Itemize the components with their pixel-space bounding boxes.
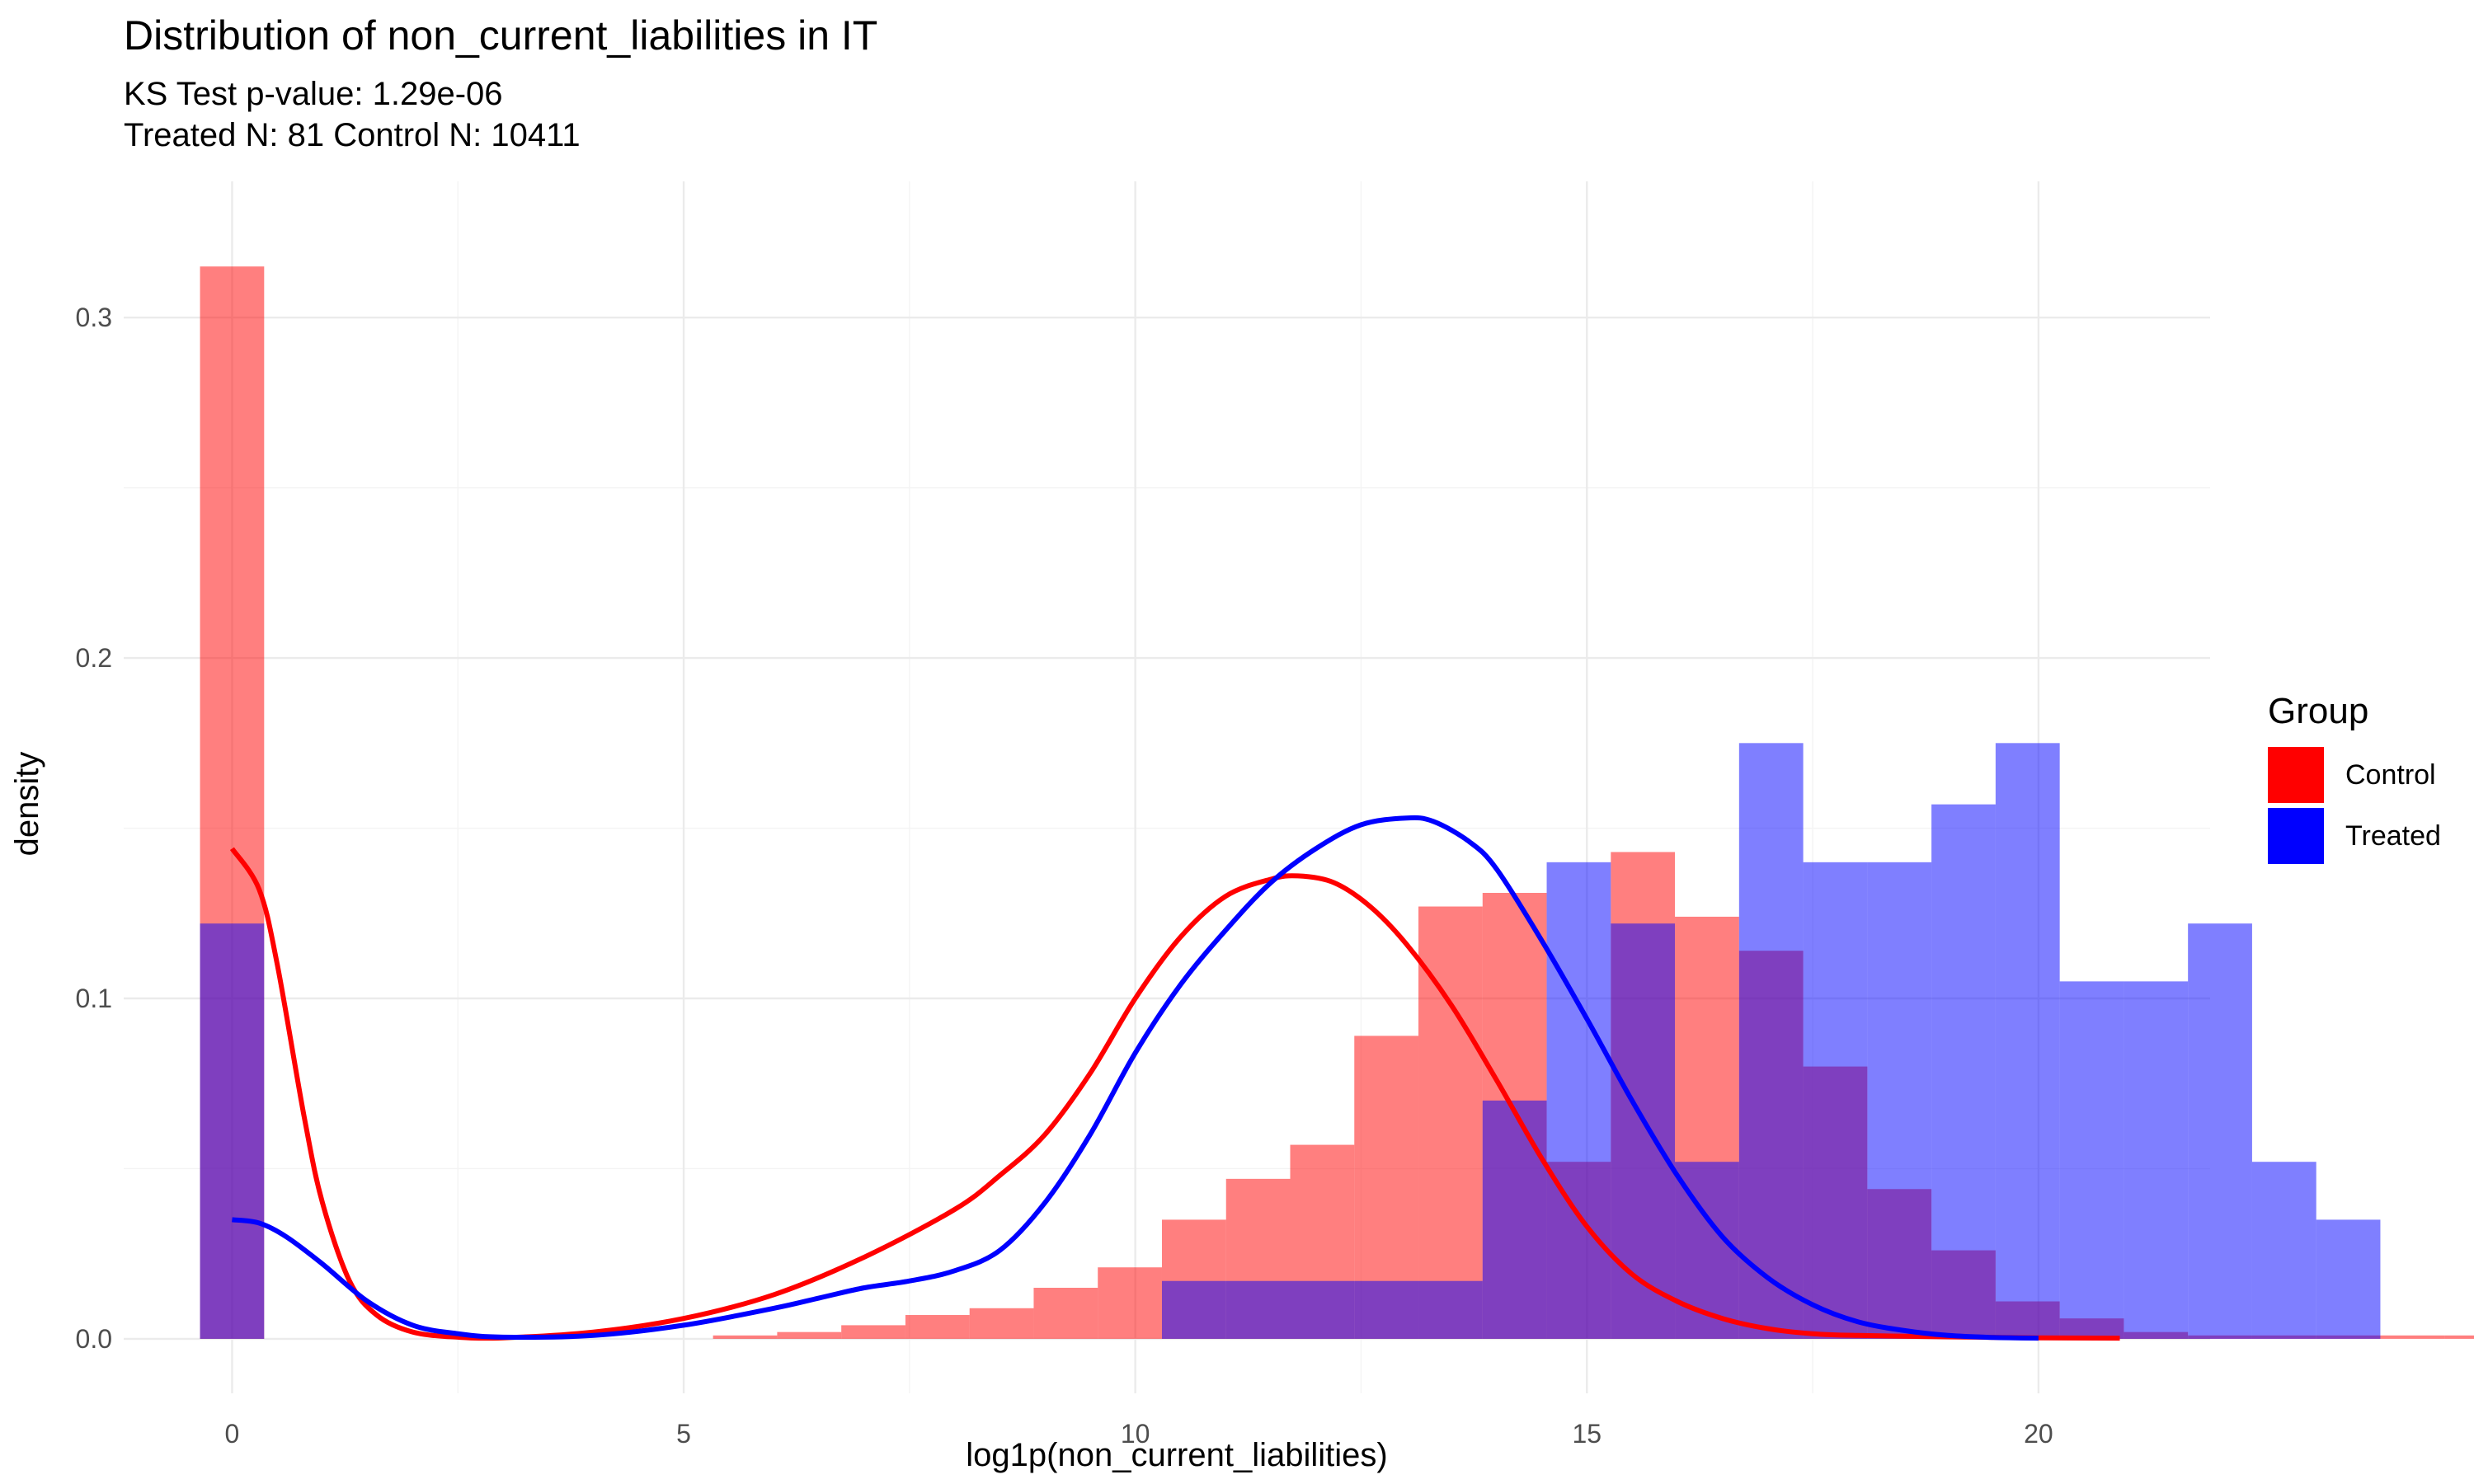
treated-bar-28 [1995, 743, 2060, 1339]
control-bar-34 [2380, 1335, 2445, 1339]
control-bar-8 [713, 1335, 778, 1339]
control-density-line [229, 847, 2120, 1341]
treated-bar-31 [2188, 923, 2252, 1339]
legend-item-control: Control [2268, 747, 2436, 803]
control-bar-35 [2444, 1335, 2474, 1339]
y-tick-label-0: 0.0 [76, 1324, 112, 1354]
treated-bar-24 [1738, 743, 1804, 1339]
legend-key-control [2268, 747, 2324, 803]
x-tick-label-0: 0 [225, 1419, 240, 1449]
y-tick-label-2: 0.2 [76, 643, 112, 673]
y-axis-title: density [9, 752, 45, 857]
treated-bar-0 [200, 923, 265, 1339]
legend-key-treated [2268, 808, 2324, 864]
x-tick-label-4: 20 [2024, 1419, 2053, 1449]
treated-bar-16 [1225, 1280, 1291, 1339]
treated-bar-27 [1931, 804, 1996, 1339]
treated-bar-21 [1546, 862, 1611, 1339]
treated-bar-18 [1354, 1280, 1419, 1339]
treated-bar-22 [1611, 923, 1676, 1339]
x-tick-label-3: 15 [1572, 1419, 1602, 1449]
density-curves [229, 815, 2120, 1341]
x-tick-label-1: 5 [676, 1419, 691, 1449]
legend-item-treated: Treated [2268, 808, 2441, 864]
y-tick-label-1: 0.1 [76, 984, 112, 1013]
x-axis-title: log1p(non_current_liabilities) [966, 1437, 1387, 1473]
chart-subtitle-sample-sizes: Treated N: 81 Control N: 10411 [124, 117, 581, 153]
control-bar-11 [905, 1315, 970, 1339]
legend-label-treated: Treated [2345, 819, 2441, 852]
treated-bar-26 [1867, 862, 1932, 1339]
x-tick-label-2: 10 [1121, 1419, 1150, 1449]
y-tick-label-3: 0.3 [76, 303, 112, 332]
treated-bar-30 [2124, 981, 2189, 1339]
control-bar-10 [841, 1325, 905, 1339]
legend-label-control: Control [2345, 758, 2436, 791]
treated-histogram-bars [200, 743, 2381, 1339]
treated-bar-33 [2316, 1219, 2381, 1339]
legend-title: Group [2268, 691, 2369, 731]
control-bar-9 [777, 1331, 842, 1339]
treated-bar-19 [1418, 1280, 1483, 1339]
control-bar-19 [1418, 906, 1483, 1339]
axis-ticks: 0 5 10 15 20 0.0 0.1 0.2 0.3 [76, 303, 2053, 1449]
treated-bar-15 [1161, 1280, 1226, 1339]
control-bar-12 [969, 1308, 1034, 1339]
treated-density-line [232, 815, 2039, 1341]
chart-title: Distribution of non_current_liabilities … [124, 12, 878, 59]
treated-bar-20 [1482, 1100, 1547, 1339]
treated-bar-32 [2251, 1162, 2316, 1339]
treated-bar-29 [2059, 981, 2124, 1339]
control-bar-14 [1098, 1267, 1162, 1339]
treated-bar-17 [1290, 1280, 1355, 1339]
treated-bar-25 [1803, 862, 1868, 1339]
control-bar-13 [1033, 1287, 1098, 1339]
chart-subtitle-ks-test: KS Test p-value: 1.29e-06 [124, 76, 503, 112]
